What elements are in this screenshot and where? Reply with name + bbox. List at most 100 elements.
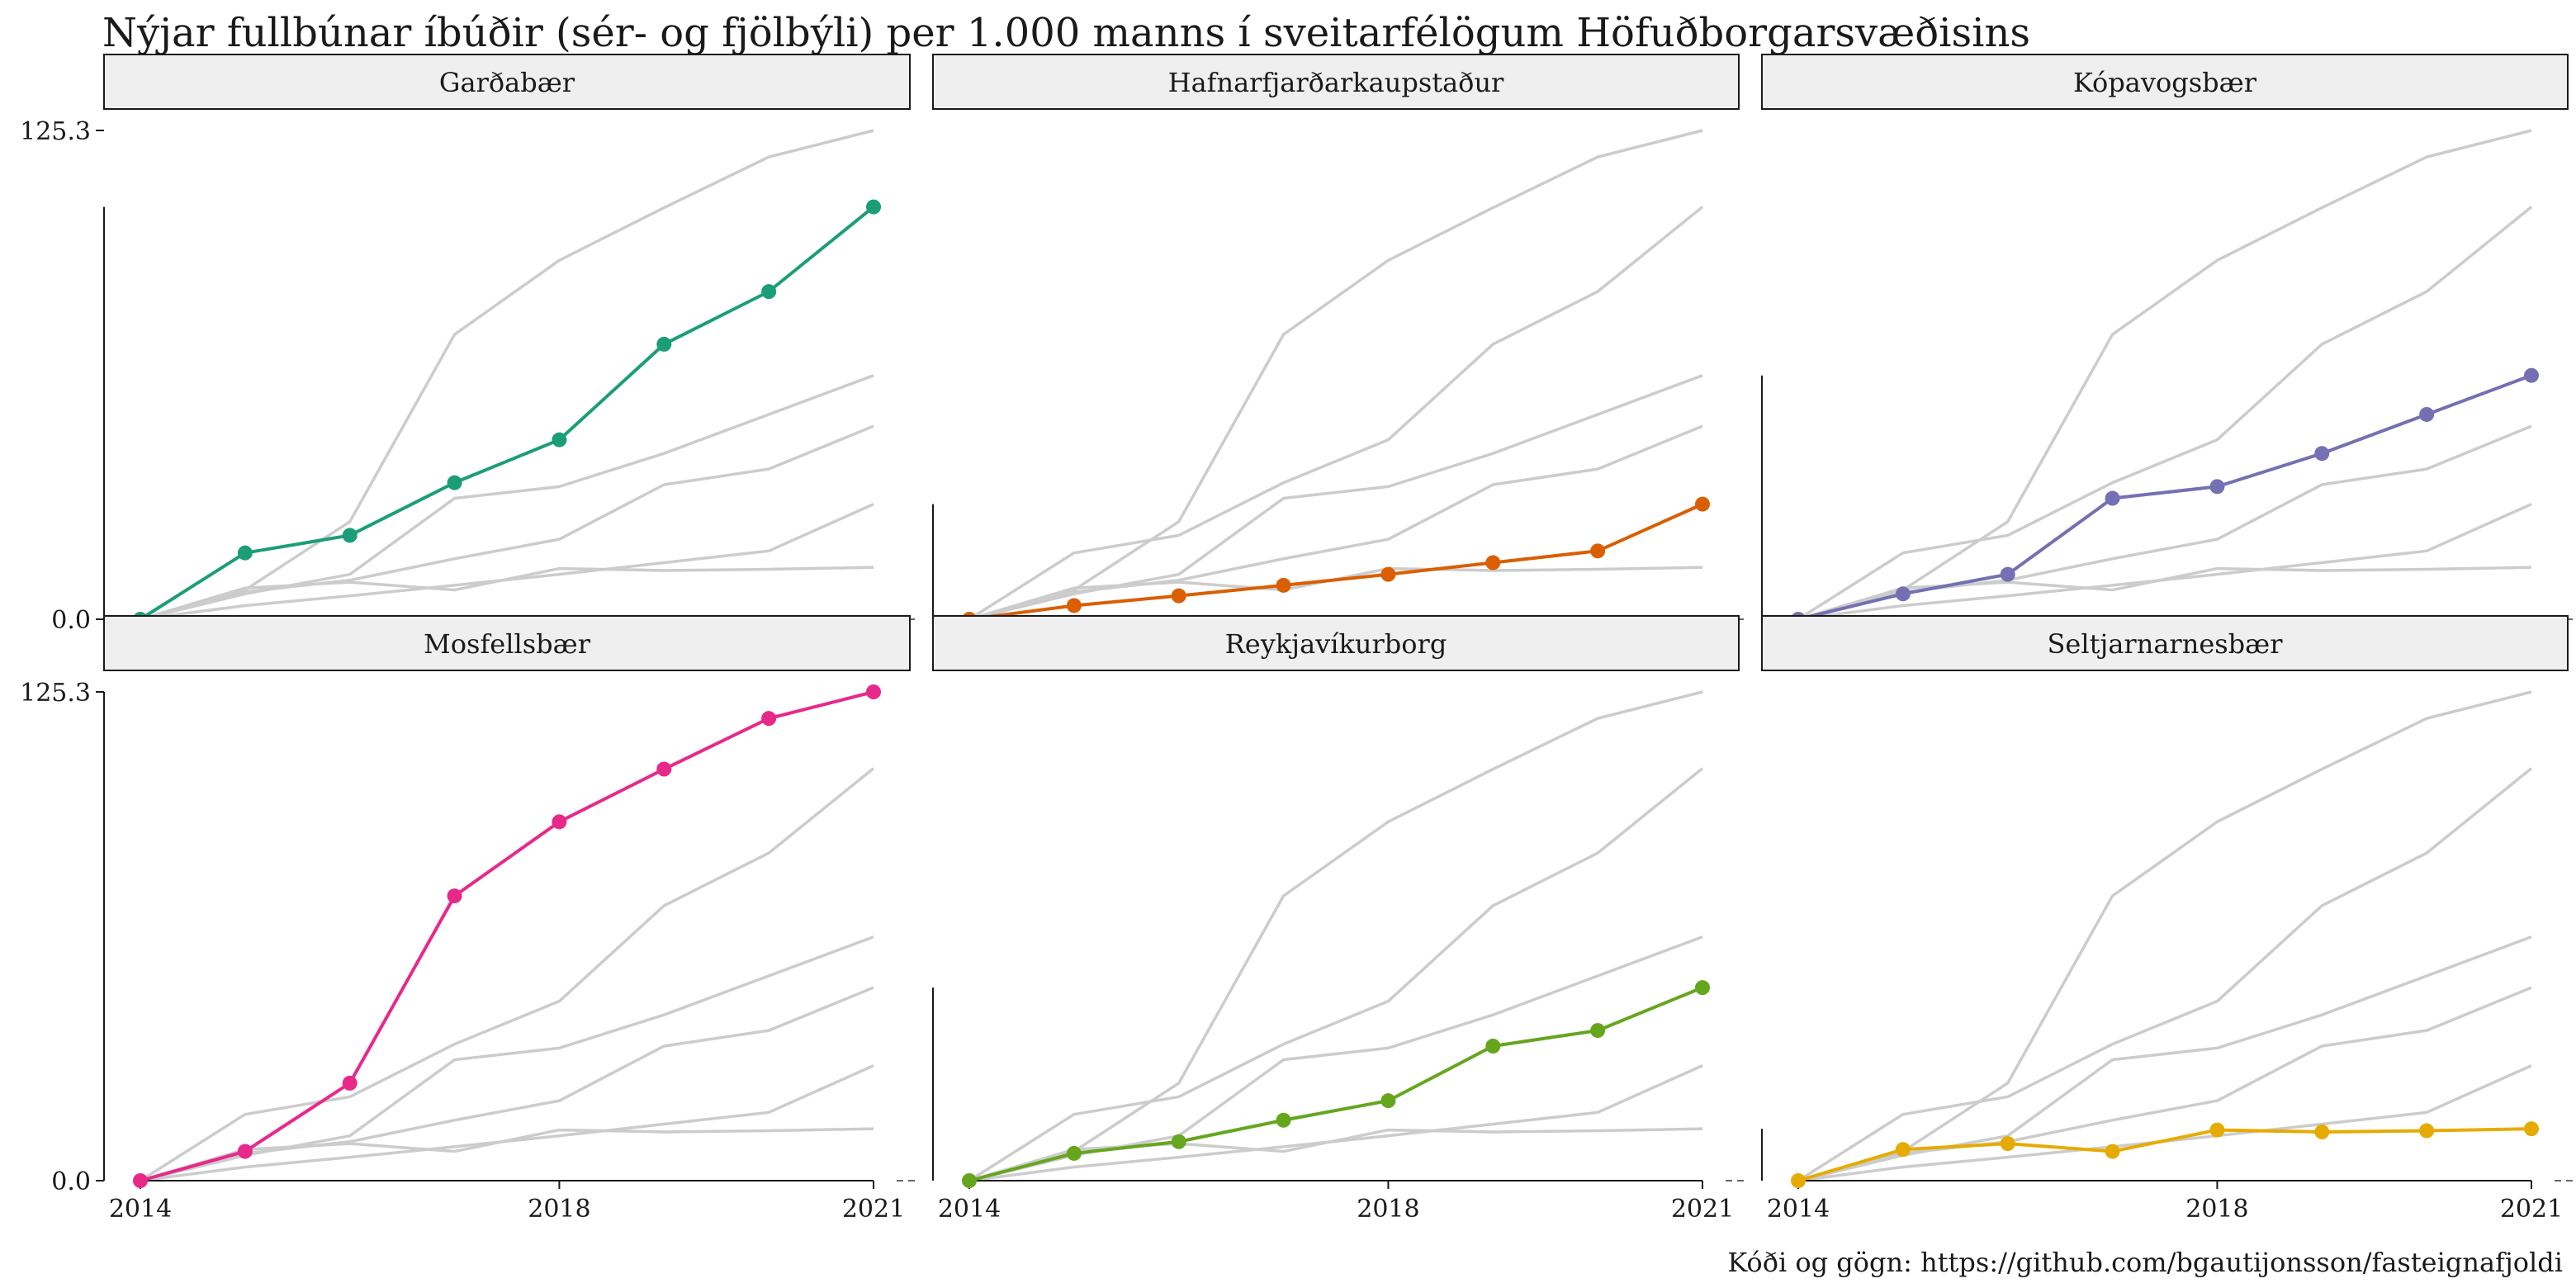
data-point	[447, 888, 462, 904]
data-point	[1590, 1023, 1606, 1039]
data-point	[2105, 1144, 2120, 1159]
data-point	[133, 1173, 148, 1188]
background-series-line	[140, 1064, 874, 1182]
data-point	[552, 814, 567, 830]
series-line	[139, 206, 875, 621]
data-point	[656, 336, 672, 352]
x-tick-label: 2021	[842, 1195, 905, 1224]
background-series-line	[1797, 129, 2532, 621]
data-point	[2105, 490, 2120, 506]
background-series-line	[140, 767, 875, 1182]
facet-strip	[103, 615, 911, 671]
data-point	[2419, 406, 2435, 422]
background-series-line	[140, 374, 874, 621]
y-tick-label: 0.0	[51, 606, 91, 635]
background-series-line	[968, 1127, 1703, 1182]
background-series-line	[1797, 690, 2532, 1182]
background-series-line	[140, 424, 874, 621]
series-line	[968, 986, 1703, 1182]
background-series-line	[1797, 935, 2532, 1182]
background-series-line	[1797, 566, 2532, 621]
facet-strip-label: Hafnarfjarðarkaupstaður	[1168, 67, 1504, 98]
data-point	[1895, 1142, 1911, 1158]
x-tick-label: 2018	[528, 1195, 590, 1224]
background-series-line	[968, 690, 1703, 1182]
y-tick-label: 125.3	[20, 117, 91, 146]
x-tick-label: 2018	[2185, 1195, 2248, 1224]
series-line	[140, 690, 874, 1182]
data-point	[1276, 1112, 1291, 1128]
data-point	[1695, 496, 1710, 512]
background-series-line	[968, 767, 1704, 1182]
background-series-line	[1797, 1064, 2532, 1182]
data-point	[866, 199, 881, 215]
data-point	[962, 1173, 977, 1188]
data-point	[2209, 1122, 2225, 1138]
series-line	[968, 502, 1703, 621]
data-point	[342, 528, 358, 543]
facet-panels: Garðabær 0.0 125.3 Hafnarfjarðarkaupstaður K…	[20, 54, 2573, 1224]
data-point	[2314, 1124, 2330, 1139]
background-series-line	[140, 566, 874, 621]
data-point	[2000, 1136, 2015, 1152]
facet-strip-label: Mosfellsbær	[424, 628, 591, 660]
data-point	[1380, 1093, 1396, 1109]
data-point	[237, 1144, 253, 1159]
data-point	[1590, 543, 1606, 559]
series-line	[1797, 1127, 2532, 1182]
data-point	[2524, 1121, 2539, 1137]
facet-strip-label: Kópavogsbær	[2073, 67, 2257, 98]
x-tick-label: 2014	[109, 1195, 172, 1224]
facet-panel: Garðabær 0.0 125.3	[20, 54, 915, 635]
background-series-line	[140, 690, 874, 1182]
background-series-line	[968, 935, 1703, 1182]
data-point	[1791, 1173, 1806, 1188]
background-series-line	[140, 986, 874, 1182]
background-series-line	[968, 206, 1704, 621]
data-point	[1066, 598, 1082, 613]
background-series-line	[968, 129, 1703, 621]
data-point	[2314, 446, 2330, 462]
background-series-line	[140, 129, 874, 621]
y-tick-label: 125.3	[20, 679, 91, 708]
data-point	[1695, 980, 1710, 996]
background-series-line	[140, 1127, 874, 1182]
data-point	[1485, 1038, 1501, 1054]
data-point	[1895, 586, 1911, 602]
data-point	[1171, 1134, 1186, 1149]
background-series-line	[140, 503, 874, 621]
facet-strip	[103, 54, 911, 110]
data-point	[552, 432, 567, 447]
facet-panel: Reykjavíkurborg 2014 2018 2021	[932, 615, 1744, 1224]
data-point	[761, 711, 777, 727]
background-series-line	[968, 374, 1703, 621]
data-point	[2419, 1123, 2435, 1139]
data-point	[237, 545, 253, 561]
background-series-line	[1797, 206, 2533, 621]
data-point	[1171, 588, 1186, 604]
background-series-line	[968, 424, 1703, 621]
facet-strip	[1761, 615, 2569, 671]
background-series-line	[968, 1064, 1703, 1182]
x-tick-label: 2014	[1767, 1195, 1830, 1224]
data-point	[866, 684, 881, 699]
background-series-line	[1797, 503, 2532, 621]
data-point	[1485, 555, 1501, 571]
y-tick-label: 0.0	[51, 1167, 91, 1196]
facet-panel: Kópavogsbær	[1761, 54, 2573, 627]
facet-strip	[1761, 54, 2569, 110]
x-tick-label: 2021	[2500, 1195, 2563, 1224]
x-tick-label: 2018	[1357, 1195, 1419, 1224]
data-point	[2524, 367, 2539, 383]
facet-panel: Hafnarfjarðarkaupstaður	[932, 54, 1744, 627]
background-series-line	[1797, 986, 2532, 1182]
background-series-line	[1797, 767, 2533, 1182]
data-point	[447, 475, 462, 490]
facet-panel: Seltjarnarnesbær 2014 2018 2021	[1761, 615, 2573, 1224]
facet-strip-label: Reykjavíkurborg	[1225, 628, 1447, 660]
facet-strip	[932, 615, 1740, 671]
data-point	[342, 1075, 358, 1091]
facet-strip-label: Seltjarnarnesbær	[2047, 628, 2283, 660]
x-tick-label: 2021	[1671, 1195, 1734, 1224]
data-point	[1276, 577, 1291, 593]
